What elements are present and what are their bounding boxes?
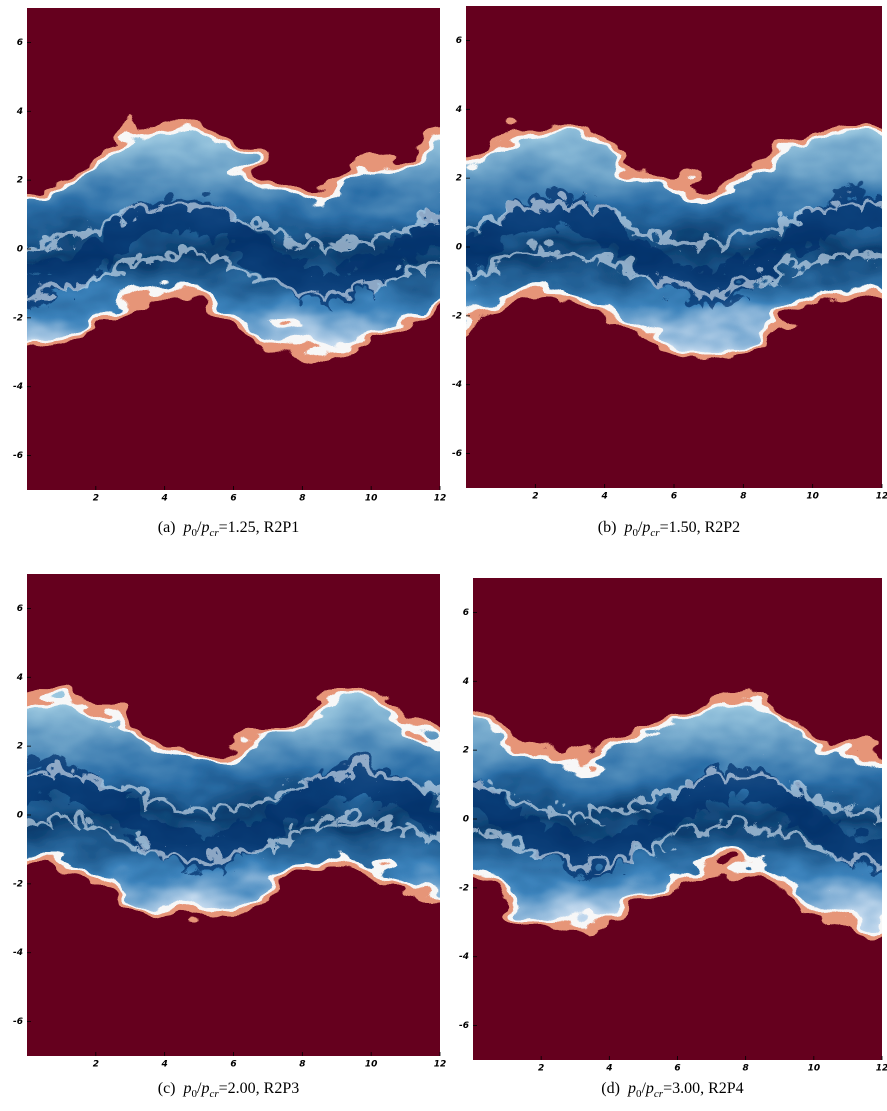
caption-run: R2P4 (708, 1080, 744, 1097)
y-tick-label: 4 (16, 673, 23, 683)
caption-label: (c) (158, 1080, 176, 1097)
caption-part: p (200, 1080, 209, 1097)
x-tick-label: 10 (808, 1064, 821, 1074)
caption-part: p (623, 519, 632, 536)
y-tick-label: 4 (16, 107, 23, 117)
x-tick-label: 8 (740, 492, 746, 502)
y-tick-label: -4 (452, 380, 462, 390)
y-tick-label: -6 (452, 449, 462, 459)
y-tick-label: 6 (456, 36, 462, 46)
y-tick-label: 2 (17, 742, 23, 752)
caption-part: = (660, 519, 669, 536)
caption-label: (d) (601, 1080, 620, 1097)
caption-run: R2P1 (264, 519, 300, 536)
caption: (b)p0/pcr=1.50,R2P2 (598, 519, 740, 539)
y-tick-label: -4 (13, 382, 23, 392)
y-tick-label: 0 (17, 245, 23, 255)
x-tick-label: 10 (365, 494, 378, 504)
y-tick-label: 0 (456, 243, 462, 253)
x-tick-label: 8 (299, 1060, 305, 1070)
caption-value: 2.00 (228, 1080, 256, 1097)
x-tick-label: 8 (299, 494, 305, 504)
x-tick-label: 4 (161, 1060, 168, 1070)
caption-part: = (219, 1080, 228, 1097)
y-tick-label: 2 (17, 176, 23, 186)
y-tick-label: 6 (17, 38, 23, 48)
y-tick-label: -4 (13, 948, 23, 958)
y-tick-label: 2 (463, 746, 469, 756)
x-tick-label: 10 (806, 492, 819, 502)
y-tick-label: -6 (459, 1021, 469, 1031)
y-tick-label: -2 (13, 313, 23, 323)
y-tick-label: 2 (456, 174, 462, 184)
x-tick-label: 6 (230, 1060, 236, 1070)
y-tick-label: -2 (452, 311, 462, 321)
caption-part: p (641, 519, 650, 536)
caption-run: R2P3 (264, 1080, 300, 1097)
x-tick-label: 4 (605, 1064, 612, 1074)
caption-value: 1.25 (228, 519, 256, 536)
caption-part: p (627, 1080, 636, 1097)
caption-part: = (219, 519, 228, 536)
caption-value: 3.00 (672, 1080, 700, 1097)
caption-label: (b) (598, 519, 617, 536)
caption-part: p (183, 519, 192, 536)
y-tick-label: -2 (13, 879, 23, 889)
y-tick-label: 0 (17, 811, 23, 821)
y-tick-label: -2 (459, 883, 469, 893)
x-tick-label: 4 (601, 492, 608, 502)
x-tick-label: 6 (674, 1064, 680, 1074)
x-tick-label: 2 (532, 492, 538, 502)
caption-part: p (645, 1080, 654, 1097)
y-tick-label: 4 (462, 677, 469, 687)
x-tick-label: 2 (538, 1064, 544, 1074)
y-tick-label: -6 (13, 1017, 23, 1027)
y-tick-label: 6 (17, 604, 23, 614)
caption-run: R2P2 (705, 519, 741, 536)
x-tick-label: 10 (365, 1060, 378, 1070)
x-tick-label: 4 (161, 494, 168, 504)
x-tick-label: 12 (434, 1060, 447, 1070)
caption: (a)p0/pcr=1.25,R2P1 (158, 519, 300, 539)
caption-part: , (697, 519, 701, 536)
x-tick-label: 8 (743, 1064, 749, 1074)
caption: (c)p0/pcr=2.00,R2P3 (158, 1080, 300, 1100)
x-tick-label: 6 (230, 494, 236, 504)
figure: 24681012-6-4-20246(a)p0/pcr=1.25,R2P1246… (0, 0, 887, 1111)
x-tick-label: 6 (671, 492, 677, 502)
caption-part: p (183, 1080, 192, 1097)
y-tick-label: 6 (463, 608, 469, 618)
x-tick-label: 12 (434, 494, 447, 504)
y-tick-label: -6 (13, 451, 23, 461)
caption-part: = (663, 1080, 672, 1097)
x-tick-label: 12 (876, 492, 887, 502)
x-tick-label: 12 (876, 1064, 887, 1074)
caption-value: 1.50 (669, 519, 697, 536)
y-tick-label: -4 (459, 952, 469, 962)
caption-part: p (200, 519, 209, 536)
x-tick-label: 2 (93, 494, 99, 504)
caption-part: , (256, 519, 260, 536)
x-tick-label: 2 (93, 1060, 99, 1070)
y-tick-label: 4 (455, 105, 462, 115)
y-tick-label: 0 (463, 815, 469, 825)
caption-part: , (700, 1080, 704, 1097)
caption-label: (a) (158, 519, 176, 536)
caption: (d)p0/pcr=3.00,R2P4 (601, 1080, 743, 1100)
caption-part: , (256, 1080, 260, 1097)
